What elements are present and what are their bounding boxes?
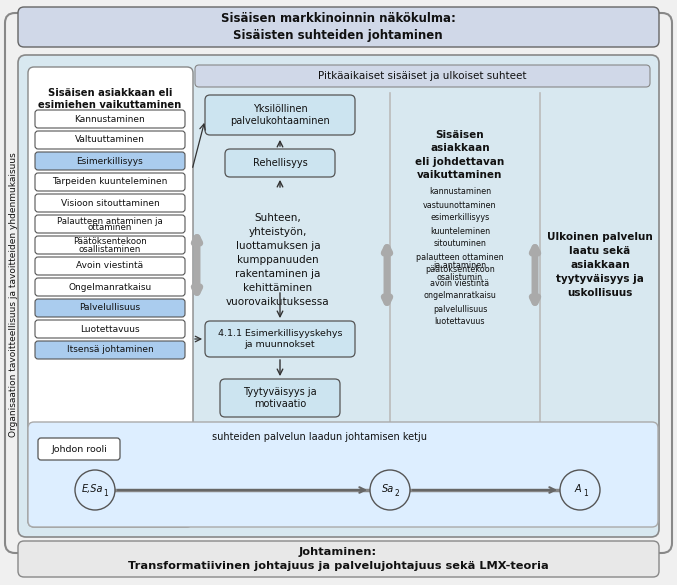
Text: palvelullisuus: palvelullisuus	[433, 305, 487, 314]
FancyBboxPatch shape	[205, 95, 355, 135]
Text: ongelmanratkaisu: ongelmanratkaisu	[424, 291, 496, 301]
Text: osallistaminen: osallistaminen	[79, 245, 141, 253]
Text: päätöksentekoon: päätöksentekoon	[425, 266, 495, 274]
FancyBboxPatch shape	[35, 152, 185, 170]
Text: Luotettavuus: Luotettavuus	[80, 325, 140, 333]
Text: osalistumin: osalistumin	[437, 274, 483, 283]
Text: Palvelullisuus: Palvelullisuus	[79, 304, 141, 312]
Text: esimerkillisyys: esimerkillisyys	[431, 214, 489, 222]
Text: Organisaation tavoitteellisuus ja tavoitteiden yhdenmukaisuus: Organisaation tavoitteellisuus ja tavoit…	[9, 153, 18, 438]
Text: ottaminen: ottaminen	[88, 223, 132, 232]
FancyBboxPatch shape	[18, 7, 659, 47]
Circle shape	[560, 470, 600, 510]
Text: palautteen ottaminen: palautteen ottaminen	[416, 253, 504, 261]
Text: Visioon sitouttaminen: Visioon sitouttaminen	[61, 198, 159, 208]
FancyBboxPatch shape	[35, 299, 185, 317]
FancyBboxPatch shape	[35, 173, 185, 191]
FancyBboxPatch shape	[225, 149, 335, 177]
FancyBboxPatch shape	[220, 379, 340, 417]
FancyBboxPatch shape	[35, 320, 185, 338]
FancyBboxPatch shape	[35, 278, 185, 296]
Text: A: A	[575, 484, 582, 494]
Text: Sisäisen markkinoinnin näkökulma:
Sisäisten suhteiden johtaminen: Sisäisen markkinoinnin näkökulma: Sisäis…	[221, 12, 456, 42]
Text: 1: 1	[104, 490, 108, 498]
Text: Valtuuttaminen: Valtuuttaminen	[75, 136, 145, 144]
FancyBboxPatch shape	[18, 55, 659, 537]
FancyBboxPatch shape	[18, 541, 659, 577]
FancyBboxPatch shape	[205, 321, 355, 357]
FancyBboxPatch shape	[35, 131, 185, 149]
Text: Suhteen,
yhteistyön,
luottamuksen ja
kumppanuuden
rakentaminen ja
kehittäminen
v: Suhteen, yhteistyön, luottamuksen ja kum…	[226, 213, 330, 307]
Text: Itsensä johtaminen: Itsensä johtaminen	[66, 346, 154, 355]
Text: ja antaminen: ja antaminen	[433, 260, 487, 270]
FancyBboxPatch shape	[28, 422, 658, 527]
FancyBboxPatch shape	[35, 257, 185, 275]
Text: E,Sa: E,Sa	[81, 484, 103, 494]
Text: Tarpeiden kuunteleminen: Tarpeiden kuunteleminen	[52, 177, 168, 187]
Text: Avoin viestintä: Avoin viestintä	[77, 261, 144, 270]
Text: luotettavuus: luotettavuus	[435, 318, 485, 326]
Text: Sisäisen asiakkaan eli
esimiehen vaikuttaminen: Sisäisen asiakkaan eli esimiehen vaikutt…	[39, 88, 181, 111]
Text: suhteiden palvelun laadun johtamisen ketju: suhteiden palvelun laadun johtamisen ket…	[213, 432, 427, 442]
Circle shape	[370, 470, 410, 510]
Text: Yksilöllinen
palvelukohtaaminen: Yksilöllinen palvelukohtaaminen	[230, 104, 330, 126]
Text: 2: 2	[395, 490, 399, 498]
Text: kannustaminen: kannustaminen	[429, 188, 491, 197]
Text: Johdon rooli: Johdon rooli	[51, 445, 107, 453]
FancyBboxPatch shape	[35, 194, 185, 212]
Text: Ulkoinen palvelun
laatu sekä
asiakkaan
tyytyväisyys ja
uskollisuus: Ulkoinen palvelun laatu sekä asiakkaan t…	[547, 232, 653, 298]
Text: 4.1.1 Esimerkillisyyskehys
ja muunnokset: 4.1.1 Esimerkillisyyskehys ja muunnokset	[218, 329, 343, 349]
Text: Esimerkillisyys: Esimerkillisyys	[77, 157, 144, 166]
Text: Ongelmanratkaisu: Ongelmanratkaisu	[68, 283, 152, 291]
Text: Pitkäaikaiset sisäiset ja ulkoiset suhteet: Pitkäaikaiset sisäiset ja ulkoiset suhte…	[318, 71, 526, 81]
FancyBboxPatch shape	[5, 13, 672, 553]
Text: avoin viestintä: avoin viestintä	[431, 278, 489, 287]
Text: sitoutuminen: sitoutuminen	[433, 239, 487, 249]
FancyBboxPatch shape	[195, 65, 650, 87]
Circle shape	[75, 470, 115, 510]
Text: Kannustaminen: Kannustaminen	[74, 115, 146, 123]
Text: Sa: Sa	[382, 484, 394, 494]
FancyBboxPatch shape	[28, 67, 193, 527]
FancyBboxPatch shape	[35, 236, 185, 254]
Text: Päätöksentekoon: Päätöksentekoon	[73, 238, 147, 246]
FancyBboxPatch shape	[35, 341, 185, 359]
FancyBboxPatch shape	[35, 215, 185, 233]
Text: vastuunottaminen: vastuunottaminen	[423, 201, 497, 209]
Text: Rehellisyys: Rehellisyys	[253, 158, 307, 168]
Text: Sisäisen
asiakkaan
eli johdettavan
vaikuttaminen: Sisäisen asiakkaan eli johdettavan vaiku…	[416, 130, 504, 180]
Text: kuunteleminen: kuunteleminen	[430, 226, 490, 236]
FancyBboxPatch shape	[38, 438, 120, 460]
Text: 1: 1	[584, 490, 588, 498]
Text: Johtaminen:
Transformatiivinen johtajuus ja palvelujohtajuus sekä LMX-teoria: Johtaminen: Transformatiivinen johtajuus…	[128, 548, 548, 570]
FancyBboxPatch shape	[35, 110, 185, 128]
Text: Tyytyväisyys ja
motivaatio: Tyytyväisyys ja motivaatio	[243, 387, 317, 409]
Text: Palautteen antaminen ja: Palautteen antaminen ja	[57, 216, 163, 225]
